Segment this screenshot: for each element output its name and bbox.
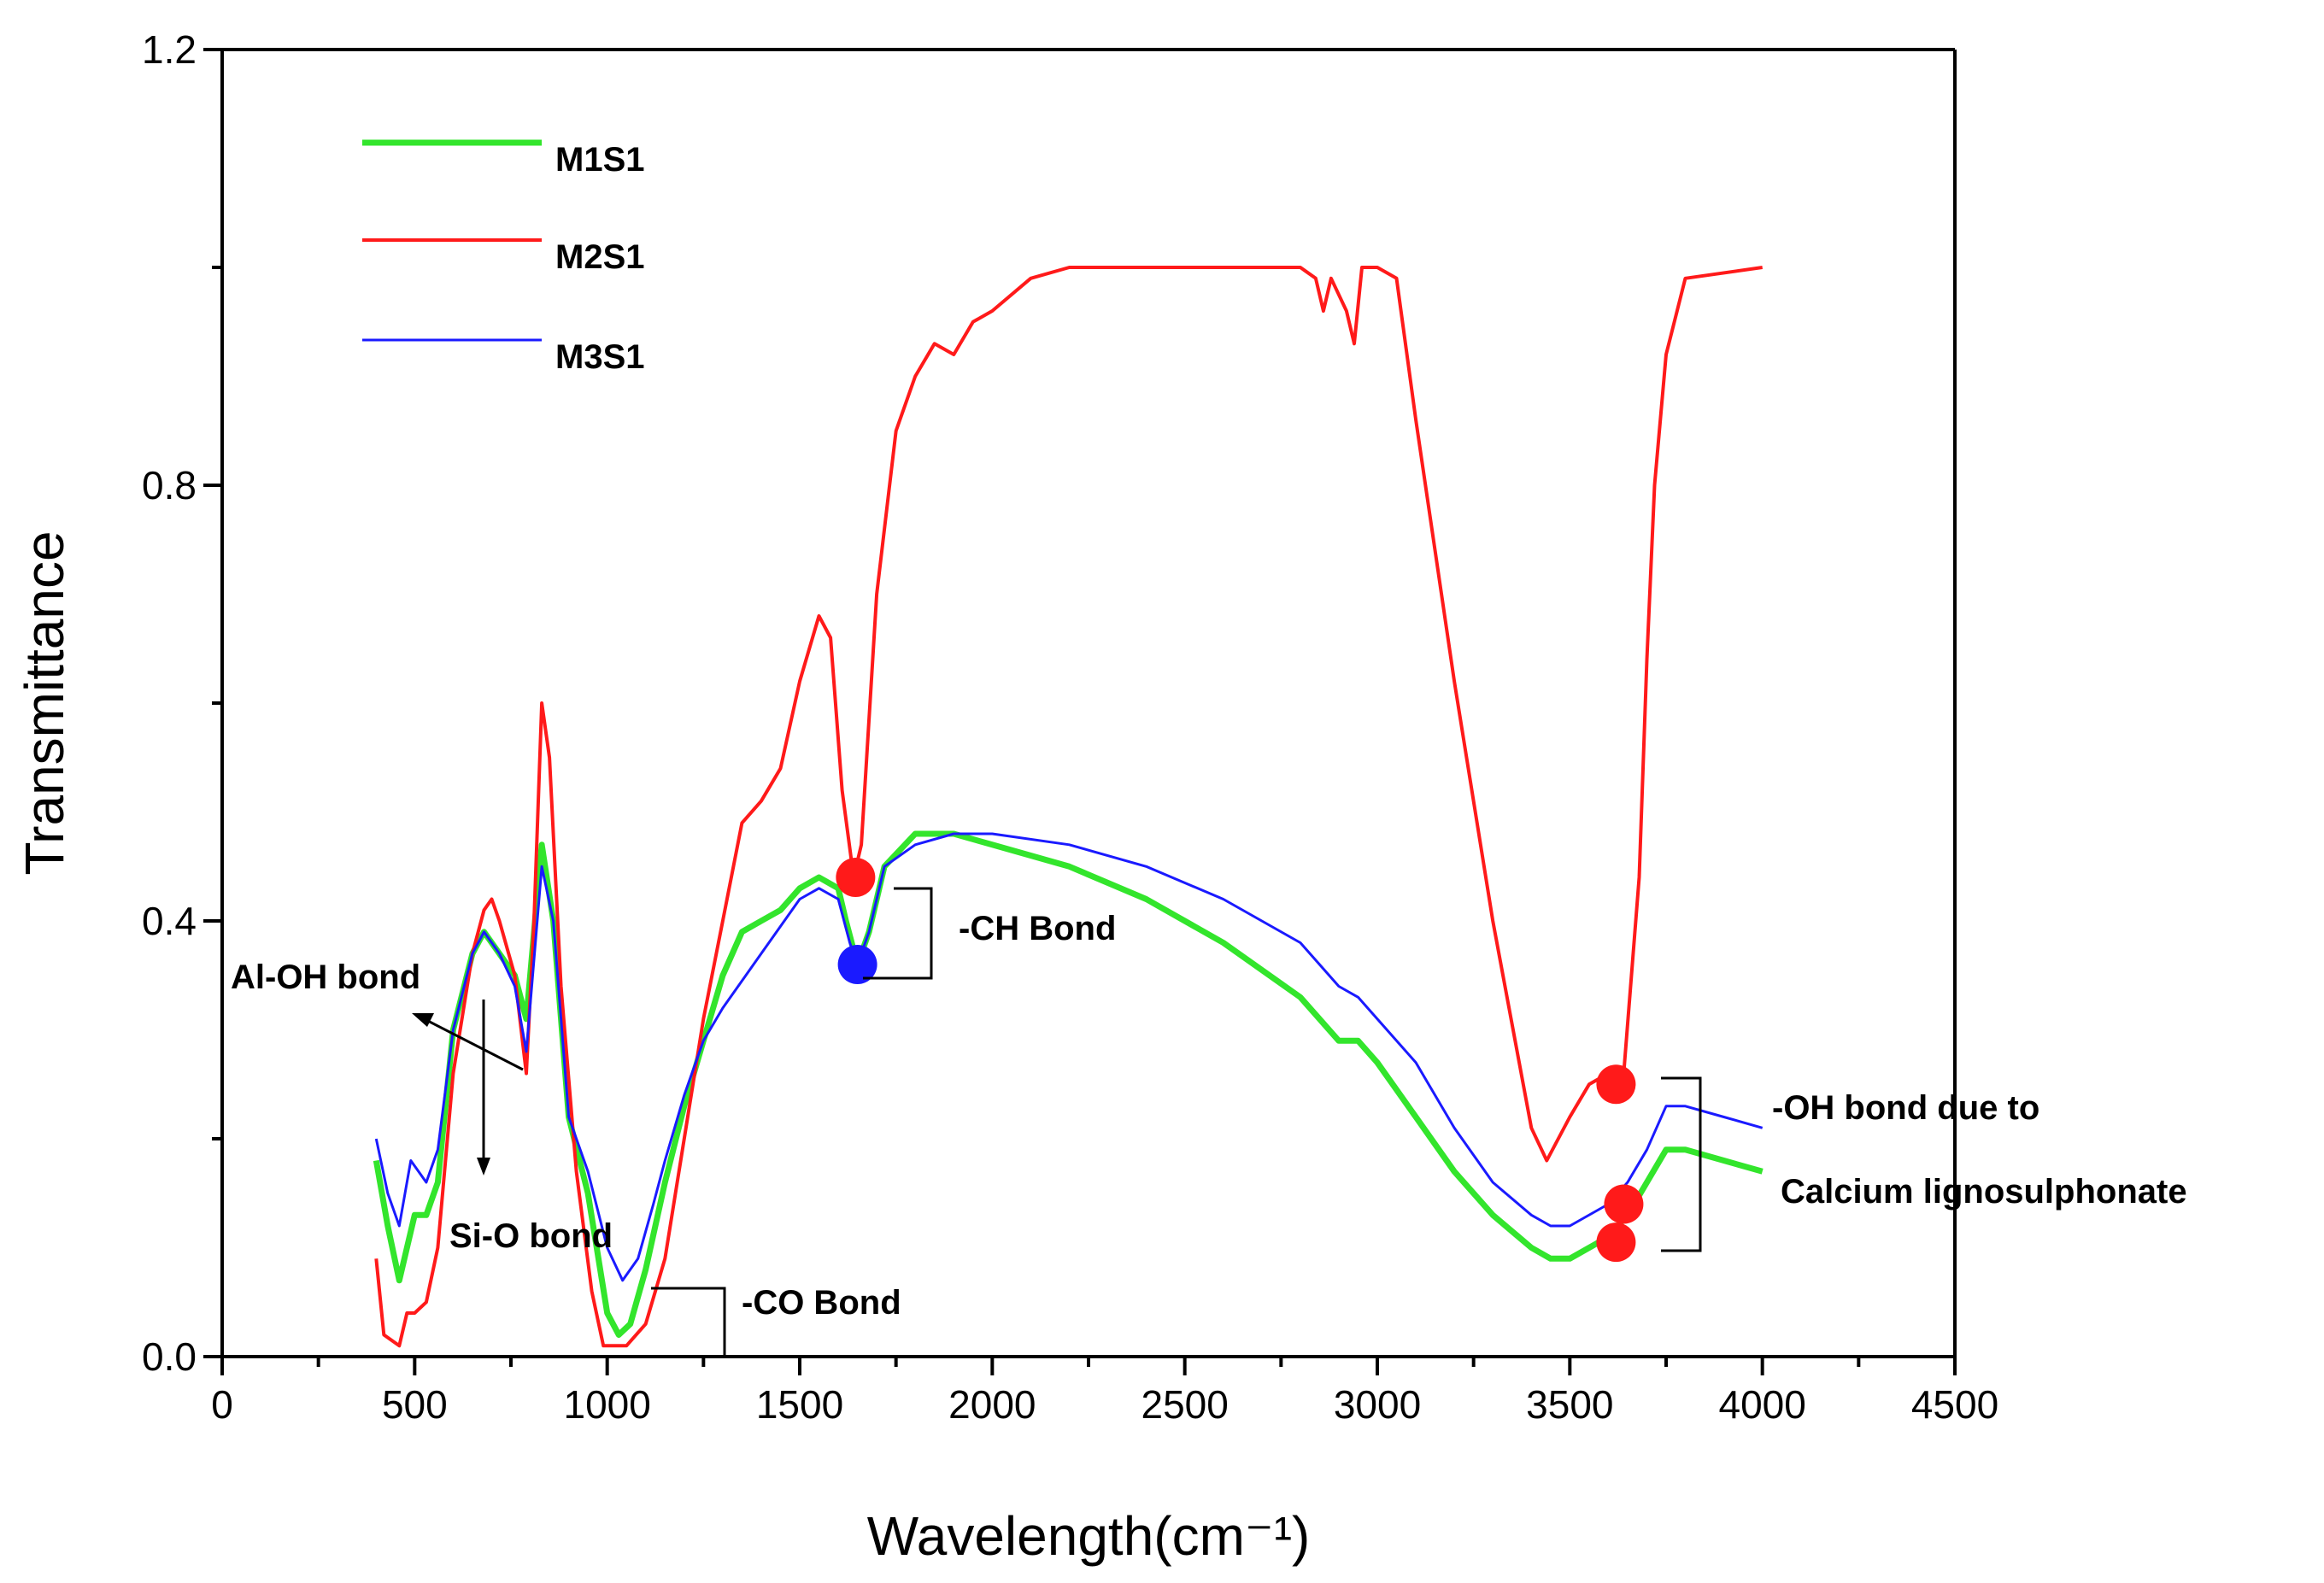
- y-tick-label: 0.8: [142, 463, 197, 507]
- x-tick-label: 3000: [1334, 1382, 1421, 1427]
- peak-marker-m1s1: [1596, 1222, 1636, 1263]
- y-tick-label: 1.2: [142, 27, 197, 72]
- y-tick-label: 0.0: [142, 1334, 197, 1379]
- peak-marker-m3s1: [837, 945, 877, 984]
- legend-label-m1s1: M1S1: [555, 141, 645, 179]
- annotation-co: -CO Bond: [742, 1284, 901, 1322]
- bracket-oh: [1661, 1076, 1702, 1252]
- x-tick-label: 500: [382, 1382, 448, 1427]
- x-tick-label: 1000: [563, 1382, 650, 1427]
- y-axis-title: Transmittance: [14, 531, 75, 875]
- annotation-al-oh: Al-OH bond: [231, 959, 420, 996]
- bracket-co: [637, 1287, 726, 1358]
- peak-marker-m2s1: [1596, 1064, 1636, 1105]
- y-axis-ticks: 0.0 0.4 0.8 1.2: [142, 27, 222, 1379]
- x-tick-label: 1500: [756, 1382, 843, 1427]
- annotation-si-o: Si-O bond: [449, 1217, 613, 1255]
- x-tick-label: 0: [211, 1382, 233, 1427]
- annotation-oh-line2: Calcium lignosulphonate: [1781, 1173, 2187, 1211]
- peak-marker-m2s1: [836, 858, 876, 897]
- x-axis-ticks: 0 500 1000 1500 2000 2500 3000 3500 4000 4500: [211, 1357, 1998, 1427]
- peak-marker-m3s1: [1604, 1184, 1644, 1224]
- x-tick-label: 2000: [948, 1382, 1036, 1427]
- x-tick-label: 4500: [1911, 1382, 1998, 1427]
- annotations: Al-OH bond Si-O bond -CO Bond -CH Bond -…: [231, 887, 2187, 1358]
- legend: M1S1 M2S1 M3S1: [362, 139, 645, 376]
- y-tick-label: 0.4: [142, 899, 197, 943]
- x-tick-label: 4000: [1718, 1382, 1805, 1427]
- x-tick-label: 3500: [1526, 1382, 1613, 1427]
- annotation-ch: -CH Bond: [959, 910, 1116, 947]
- x-tick-label: 2500: [1141, 1382, 1228, 1427]
- arrow-head-si-o: [477, 1158, 490, 1176]
- marker-layer: [836, 858, 1644, 1263]
- series-line-m2s1: [374, 266, 1763, 1348]
- series-line-m1s1: [373, 830, 1764, 1338]
- series-layer: [373, 266, 1764, 1348]
- x-axis-title: Wavelength(cm⁻¹): [867, 1505, 1311, 1567]
- legend-label-m3s1: M3S1: [555, 338, 645, 376]
- legend-label-m2s1: M2S1: [555, 238, 645, 276]
- annotation-oh-line1: -OH bond due to: [1772, 1089, 2039, 1127]
- arrow-head-al-oh: [412, 1013, 434, 1027]
- arrow-al-oh: [422, 1017, 524, 1071]
- series-line-m3s1: [374, 832, 1764, 1282]
- bracket-ch: [863, 887, 933, 980]
